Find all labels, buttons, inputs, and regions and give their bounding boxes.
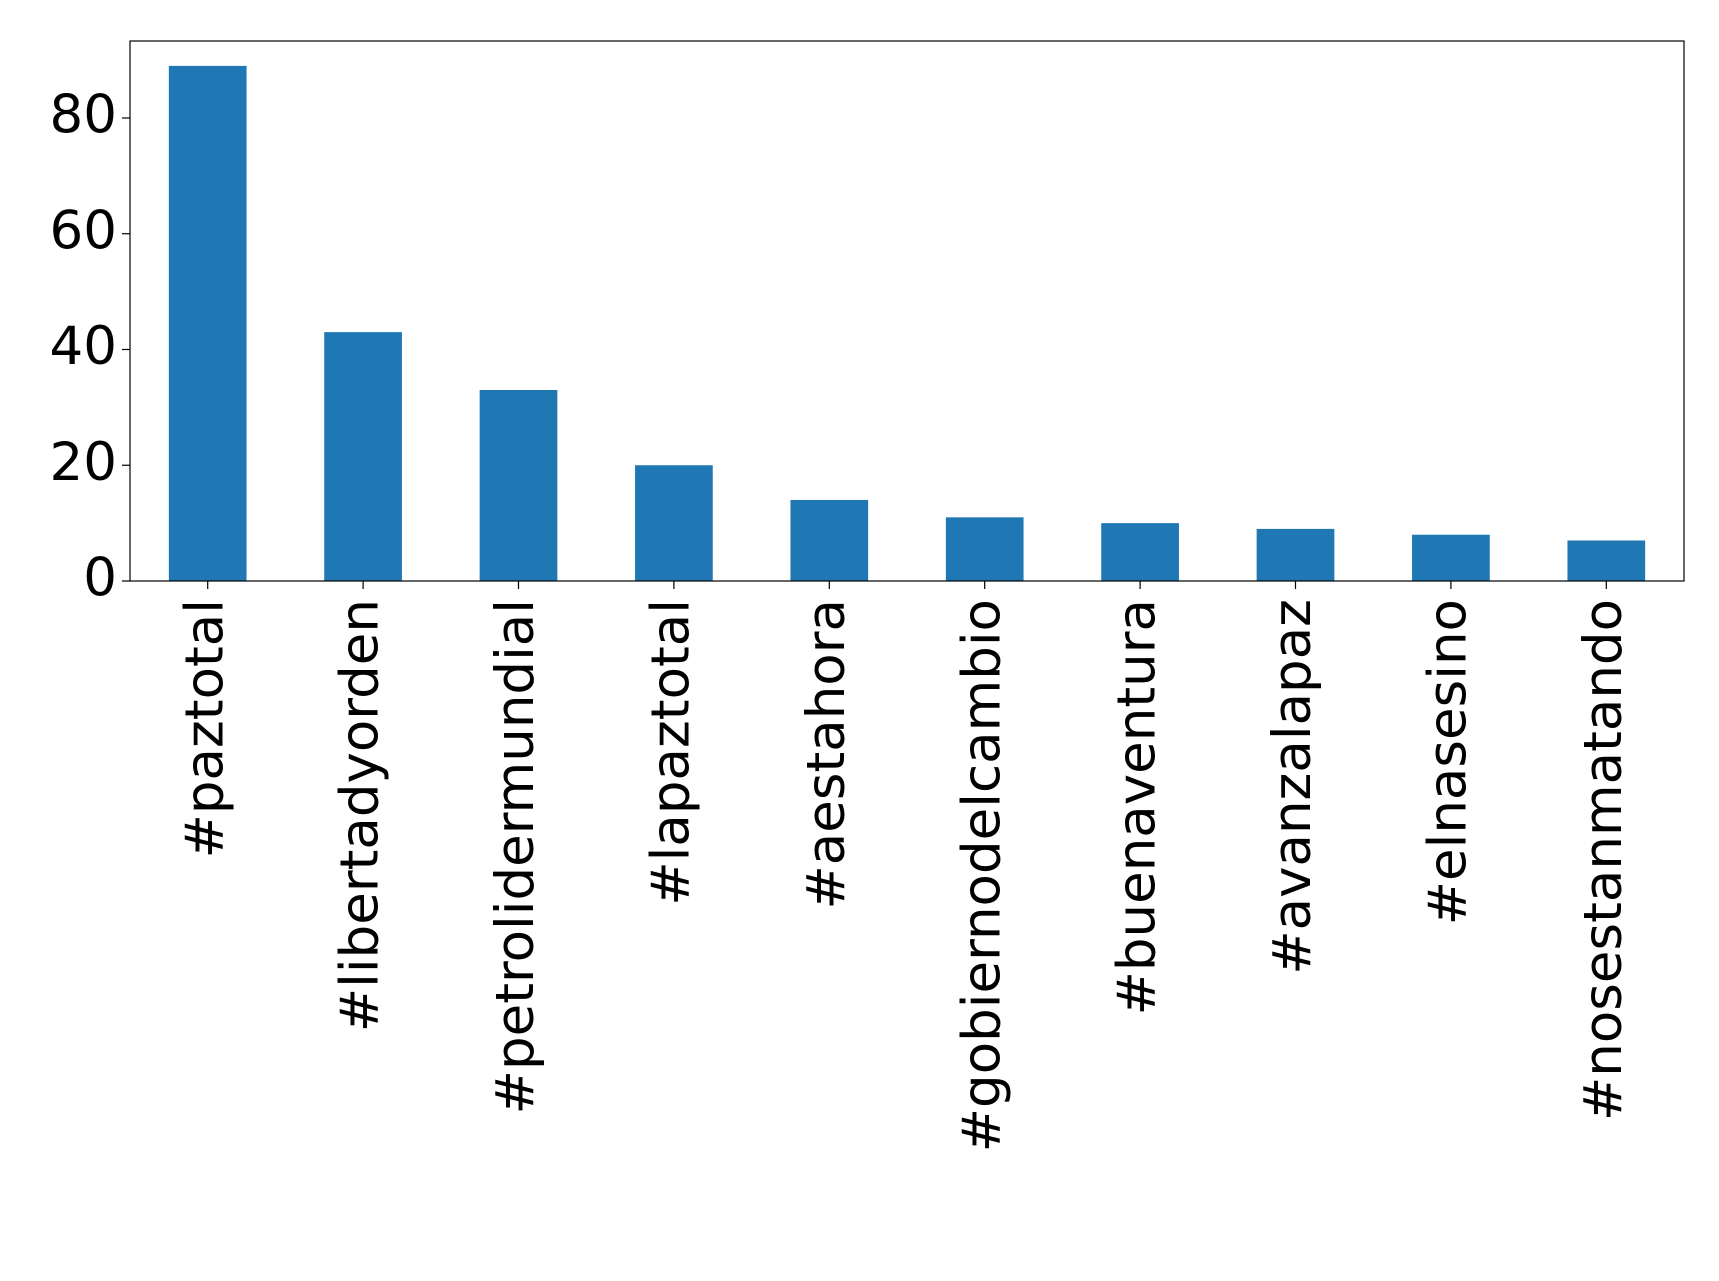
x-tick-label: #paztotal xyxy=(174,599,235,859)
x-tick-label: #petrolidermundial xyxy=(485,599,546,1114)
y-tick-label: 40 xyxy=(50,316,117,377)
bar xyxy=(168,65,247,582)
x-tick-label: #lapaztotal xyxy=(641,599,702,906)
x-tick-label: #buenaventura xyxy=(1107,599,1168,1016)
bar xyxy=(1412,534,1490,581)
x-tick-label: #gobiernodelcambio xyxy=(951,599,1012,1152)
bar xyxy=(1256,528,1335,581)
y-tick-label: 80 xyxy=(50,85,117,146)
bar xyxy=(324,332,402,581)
bar xyxy=(790,499,869,581)
plot-frame xyxy=(129,40,1685,582)
bar xyxy=(635,465,713,581)
bar xyxy=(1101,523,1179,581)
y-tick-label: 20 xyxy=(50,432,117,493)
x-tick-label: #aestahora xyxy=(796,599,857,910)
x-tick-label: #nosestanmatando xyxy=(1573,599,1634,1121)
x-tick-label: #libertadyorden xyxy=(330,599,391,1032)
y-tick-label: 0 xyxy=(83,548,117,609)
bar xyxy=(1567,540,1646,581)
x-tick-label: #elnasesino xyxy=(1418,599,1479,925)
bar xyxy=(479,390,558,581)
bar xyxy=(945,517,1024,581)
y-tick-label: 60 xyxy=(50,200,117,261)
x-tick-label: #avanzalapaz xyxy=(1262,599,1323,975)
